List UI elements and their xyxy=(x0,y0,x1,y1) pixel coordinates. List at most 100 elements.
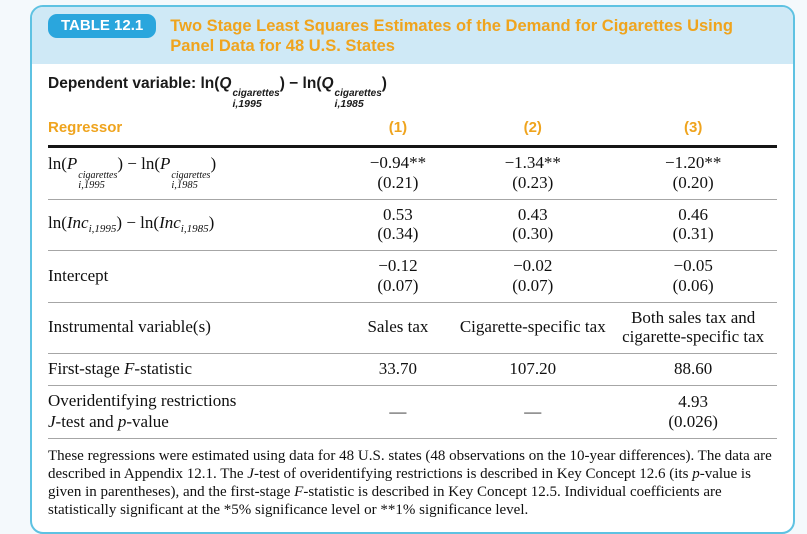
formula-text: ) xyxy=(210,154,217,174)
estimate-cell: −0.02 (0.07) xyxy=(456,250,610,303)
formula-variable: P xyxy=(66,154,78,174)
f-statistic-cell: 33.70 xyxy=(339,353,457,387)
footnote-segment: These regressions were estimated using d… xyxy=(48,448,772,483)
standard-error: (0.31) xyxy=(672,224,714,244)
formula-subscript: i,1995 xyxy=(78,179,105,191)
coefficient-value: 0.53 xyxy=(383,204,413,224)
instrumental-variables-row: Instrumental variable(s) Sales tax Cigar… xyxy=(48,302,777,355)
formula-subscript: i,1995 xyxy=(232,97,262,110)
formula-subscript: i,1985 xyxy=(180,223,209,236)
j-test-cell: 4.93 (0.026) xyxy=(609,385,777,440)
coefficient-value: −0.02 xyxy=(513,256,553,276)
footnote-segment: -value is given in parentheses), and the… xyxy=(48,466,751,501)
footnote-italic-segment: J xyxy=(247,466,254,483)
dependent-variable-row: Dependent variable: ln(Q cigarettes i,1995… xyxy=(32,64,793,118)
regression-table: Regressor (1) (2) (3) ln(P cigarettes i,19… xyxy=(48,118,777,440)
instrumental-variables-label: Instrumental variable(s) xyxy=(48,302,340,355)
formula-text: ) xyxy=(381,75,387,92)
formula-scripts: cigarettes i,1995 xyxy=(232,87,280,110)
regressor-label-price: ln(P cigarettes i,1995) − ln(P cigarettes i,… xyxy=(48,146,340,200)
table-number-badge: TABLE 12.1 xyxy=(48,14,157,38)
regressor-row-income: ln(Inci,1995) − ln(Inci,1985) 0.53 (0.34… xyxy=(48,199,777,252)
standard-error: (0.30) xyxy=(512,224,554,244)
first-stage-f-label: First-stage F-statistic xyxy=(48,353,340,387)
coefficient-value: −1.20** xyxy=(664,153,722,173)
j-test-row: Overidentifying restrictions J-test and … xyxy=(48,385,777,440)
estimate-cell: −0.12 (0.07) xyxy=(339,250,457,303)
footnote-italic-segment: F xyxy=(294,484,304,501)
estimate-cell: −1.34** (0.23) xyxy=(456,146,610,200)
formula-superscript: cigarettes xyxy=(334,87,382,99)
formula-text: ) − ln( xyxy=(279,75,322,92)
coefficient-value: 0.46 xyxy=(678,204,709,224)
estimate-cell: −0.94** (0.21) xyxy=(339,146,457,200)
coefficient-value: 0.43 xyxy=(517,204,548,224)
formula-superscript: cigarettes xyxy=(171,169,211,181)
formula-variable: Inc xyxy=(66,213,89,233)
j-statistic-value: 4.93 xyxy=(678,392,709,412)
estimate-cell: 0.46 (0.31) xyxy=(609,199,777,252)
standard-error: (0.34) xyxy=(377,224,419,244)
estimate-cell: −0.05 (0.06) xyxy=(609,250,777,303)
j-test-label-line1: Overidentifying restrictions xyxy=(48,391,237,411)
formula-scripts: cigarettes i,1985 xyxy=(171,169,211,192)
first-stage-f-row: First-stage F-statistic 33.70 107.20 88.… xyxy=(48,353,777,387)
table-title: Two Stage Least Squares Estimates of the… xyxy=(170,14,733,56)
coefficient-value: −0.05 xyxy=(673,256,713,276)
f-statistic-cell: 88.60 xyxy=(609,353,777,387)
column-header-regressor: Regressor xyxy=(48,118,340,149)
formula-text: ) xyxy=(208,213,215,233)
formula-variable: Q xyxy=(321,75,334,92)
table-card: TABLE 12.1 Two Stage Least Squares Estim… xyxy=(30,5,795,534)
estimate-cell: 0.53 (0.34) xyxy=(339,199,457,252)
standard-error: (0.23) xyxy=(512,172,554,192)
standard-error: (0.07) xyxy=(377,275,419,295)
formula-subscript: i,1985 xyxy=(334,97,364,110)
table-title-line2: Panel Data for 48 U.S. States xyxy=(170,37,395,55)
formula-text: ln( xyxy=(48,213,67,233)
coefficient-value: −1.34** xyxy=(504,153,561,173)
j-test-cell-empty: — xyxy=(339,385,457,440)
table-header-band: TABLE 12.1 Two Stage Least Squares Estim… xyxy=(32,7,793,64)
formula-subscript: i,1995 xyxy=(88,223,117,236)
instrument-cell: Sales tax xyxy=(339,302,457,355)
instrument-cell: Both sales tax and cigarette-specific ta… xyxy=(609,302,777,355)
regressor-row-intercept: Intercept −0.12 (0.07) −0.02 (0.07) −0.0… xyxy=(48,250,777,303)
column-header-1: (1) xyxy=(339,118,457,149)
j-test-label-line2: J-test and p-value xyxy=(48,411,169,431)
footnote: These regressions were estimated using d… xyxy=(32,439,793,532)
formula-superscript: cigarettes xyxy=(78,169,118,181)
regressor-row-price: ln(P cigarettes i,1995) − ln(P cigarettes i,… xyxy=(48,146,777,200)
standard-error: (0.21) xyxy=(377,172,419,192)
table-content: Regressor (1) (2) (3) ln(P cigarettes i,19… xyxy=(32,118,793,440)
footnote-segment: -test of overidentifying restrictions is… xyxy=(253,466,693,483)
footnote-italic-segment: p xyxy=(692,466,700,483)
regressor-label-intercept: Intercept xyxy=(48,250,340,303)
column-header-2: (2) xyxy=(456,118,610,149)
standard-error: (0.07) xyxy=(512,275,554,295)
formula-superscript: cigarettes xyxy=(232,87,280,99)
formula-text: ln( xyxy=(48,154,67,174)
standard-error: (0.20) xyxy=(672,172,714,192)
formula-variable: Inc xyxy=(159,213,181,233)
j-p-value: (0.026) xyxy=(668,411,718,431)
regressor-label-income: ln(Inci,1995) − ln(Inci,1985) xyxy=(48,199,340,252)
dependent-variable-label: Dependent variable: xyxy=(48,75,197,92)
coefficient-value: −0.94** xyxy=(369,153,427,173)
j-test-cell-empty: — xyxy=(456,385,610,440)
formula-text: ln( xyxy=(200,75,220,92)
standard-error: (0.06) xyxy=(672,275,714,295)
estimate-cell: −1.20** (0.20) xyxy=(609,146,777,200)
formula-variable: Q xyxy=(219,75,232,92)
table-title-line1: Two Stage Least Squares Estimates of the… xyxy=(170,17,733,35)
formula-text: ) − ln( xyxy=(117,154,160,174)
estimate-cell: 0.43 (0.30) xyxy=(456,199,610,252)
formula-scripts: cigarettes i,1995 xyxy=(78,169,118,192)
formula-subscript: i,1985 xyxy=(171,179,198,191)
f-statistic-cell: 107.20 xyxy=(456,353,610,387)
instrument-cell: Cigarette-specific tax xyxy=(456,302,610,355)
formula-scripts: cigarettes i,1985 xyxy=(334,87,382,110)
formula-variable: P xyxy=(159,154,171,174)
dependent-variable-formula: ln(Q cigarettes i,1995) − ln(Q cigarettes i,… xyxy=(200,75,387,109)
column-header-3: (3) xyxy=(609,118,777,149)
